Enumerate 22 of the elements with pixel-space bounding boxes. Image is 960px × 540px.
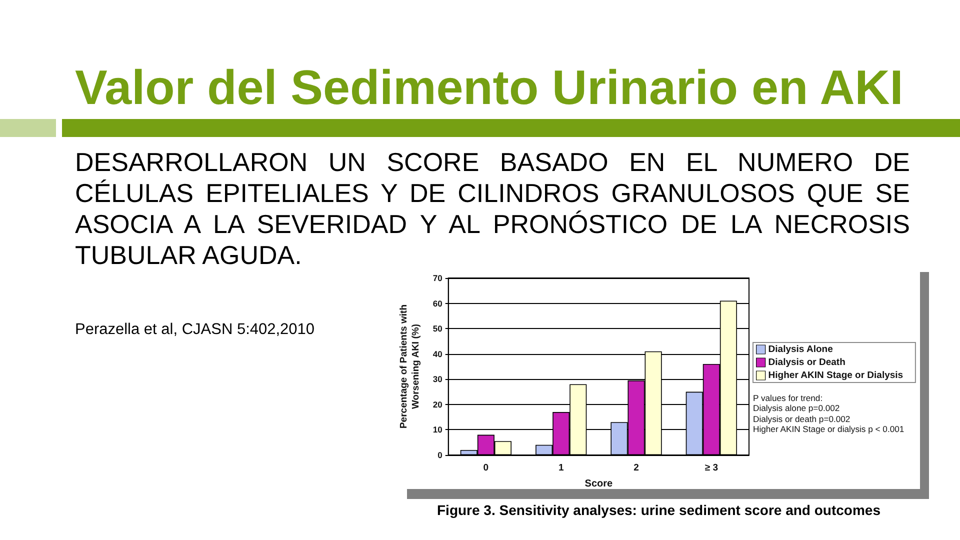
- text: P values for trend: Dialysis alone p=0.002 Dialysis or death p=0.002 Higher AKIN Stage or dialysis p < 0.001: [753, 393, 904, 434]
- chart-title: Valor del Sedimento Urinario en AKI: [75, 61, 904, 115]
- x-tick-label: 2: [634, 462, 639, 474]
- y-tick-label: 30: [432, 374, 443, 384]
- caption: Figure 3. Sensitivity analyses: urine sediment score and outcomes: [437, 502, 880, 519]
- y-tick-label: 40: [432, 348, 443, 359]
- x-tick-label: 1: [558, 462, 564, 474]
- chart-subtitle: DESARROLLARON UN SCORE BASADO EN EL NUMERO DE CÉLULAS EPITELIALES Y DE CILINDROS GRANULOSOS QUE SE ASOCIA A LA SEVERIDAD Y AL PRONÓSTICO DE LA NECROSIS TUBULAR AGUDA.: [75, 147, 910, 271]
- y-tick-label: 60: [432, 298, 443, 308]
- legend-label: Higher AKIN Stage or Dialysis: [768, 370, 904, 381]
- y-axis-title: Percentage of Patients with Worsening AKI (%): [398, 304, 422, 429]
- y-tick-label: 50: [432, 324, 443, 334]
- legend-label: Dialysis Alone: [768, 344, 833, 355]
- y-tick-label: 20: [432, 399, 443, 410]
- y-tick-label: 70: [432, 273, 443, 283]
- text: Perazella et al, CJASN 5:402,2010: [75, 321, 315, 339]
- legend-label: Dialysis or Death: [768, 357, 846, 368]
- y-tick-label: 0: [438, 450, 443, 460]
- x-tick-label: 0: [483, 462, 489, 474]
- x-axis-title: Score: [584, 478, 614, 490]
- y-tick-label: 10: [432, 424, 443, 435]
- x-tick-label: ≥ 3: [704, 462, 718, 474]
